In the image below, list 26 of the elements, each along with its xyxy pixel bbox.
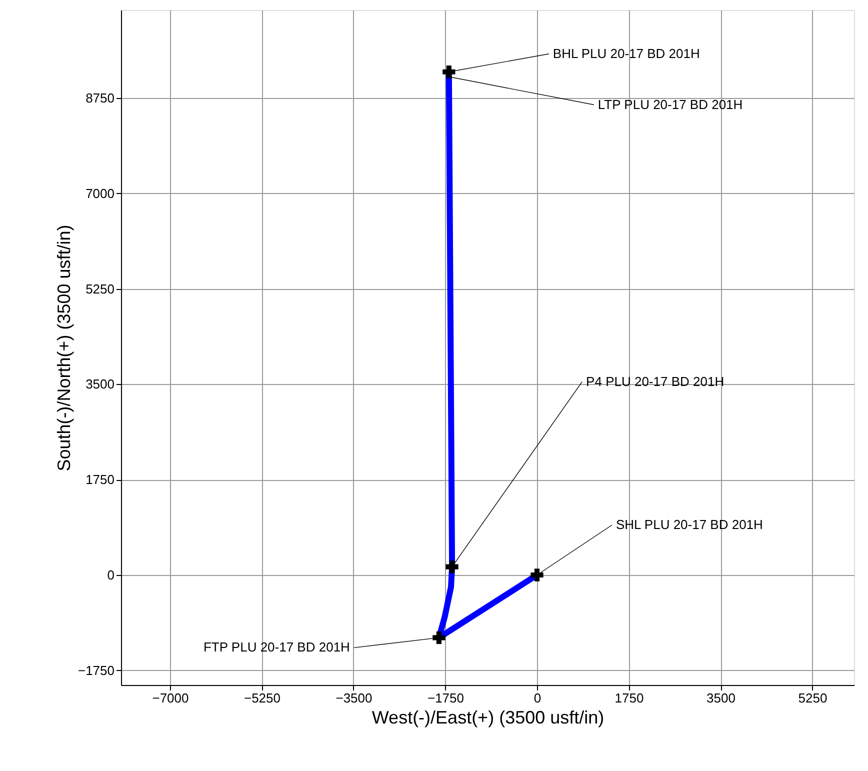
y-tick-label: 7000	[86, 186, 114, 201]
y-tick-label: −1750	[78, 662, 114, 678]
y-tick-label: 8750	[86, 90, 114, 106]
annotation: SHL PLU 20-17 BD 201H	[616, 517, 763, 532]
x-tick-label: 0	[534, 690, 542, 706]
y-tick-label: 5250	[86, 281, 114, 296]
x-tick-label: 3500	[706, 690, 736, 706]
point	[442, 66, 456, 78]
x-tick-label: 5250	[798, 690, 828, 706]
point	[432, 631, 446, 644]
annotation: FTP PLU 20-17 BD 201H	[203, 640, 350, 655]
x-tick-label: −7000	[152, 690, 189, 706]
x-axis-title: West(-)/East(+) (3500 usft/in)	[372, 708, 604, 728]
y-axis-title: South(-)/North(+) (3500 usft/in)	[54, 224, 74, 472]
annotation: BHL PLU 20-17 BD 201H	[552, 46, 700, 61]
y-tick-label: 0	[107, 568, 114, 582]
x-tick-label: −3500	[336, 690, 372, 706]
annotation: P4 PLU 20-17 BD 201H	[586, 374, 724, 389]
point	[446, 560, 458, 574]
y-tick-label: 1750	[86, 472, 114, 488]
x-tick-label: −1750	[427, 690, 464, 706]
x-tick-label: 1750	[614, 690, 644, 706]
y-tick-label: 3500	[86, 376, 114, 392]
annotation: LTP PLU 20-17 BD 201H	[598, 96, 743, 112]
x-tick-label: −5250	[244, 690, 280, 706]
point	[530, 568, 544, 582]
